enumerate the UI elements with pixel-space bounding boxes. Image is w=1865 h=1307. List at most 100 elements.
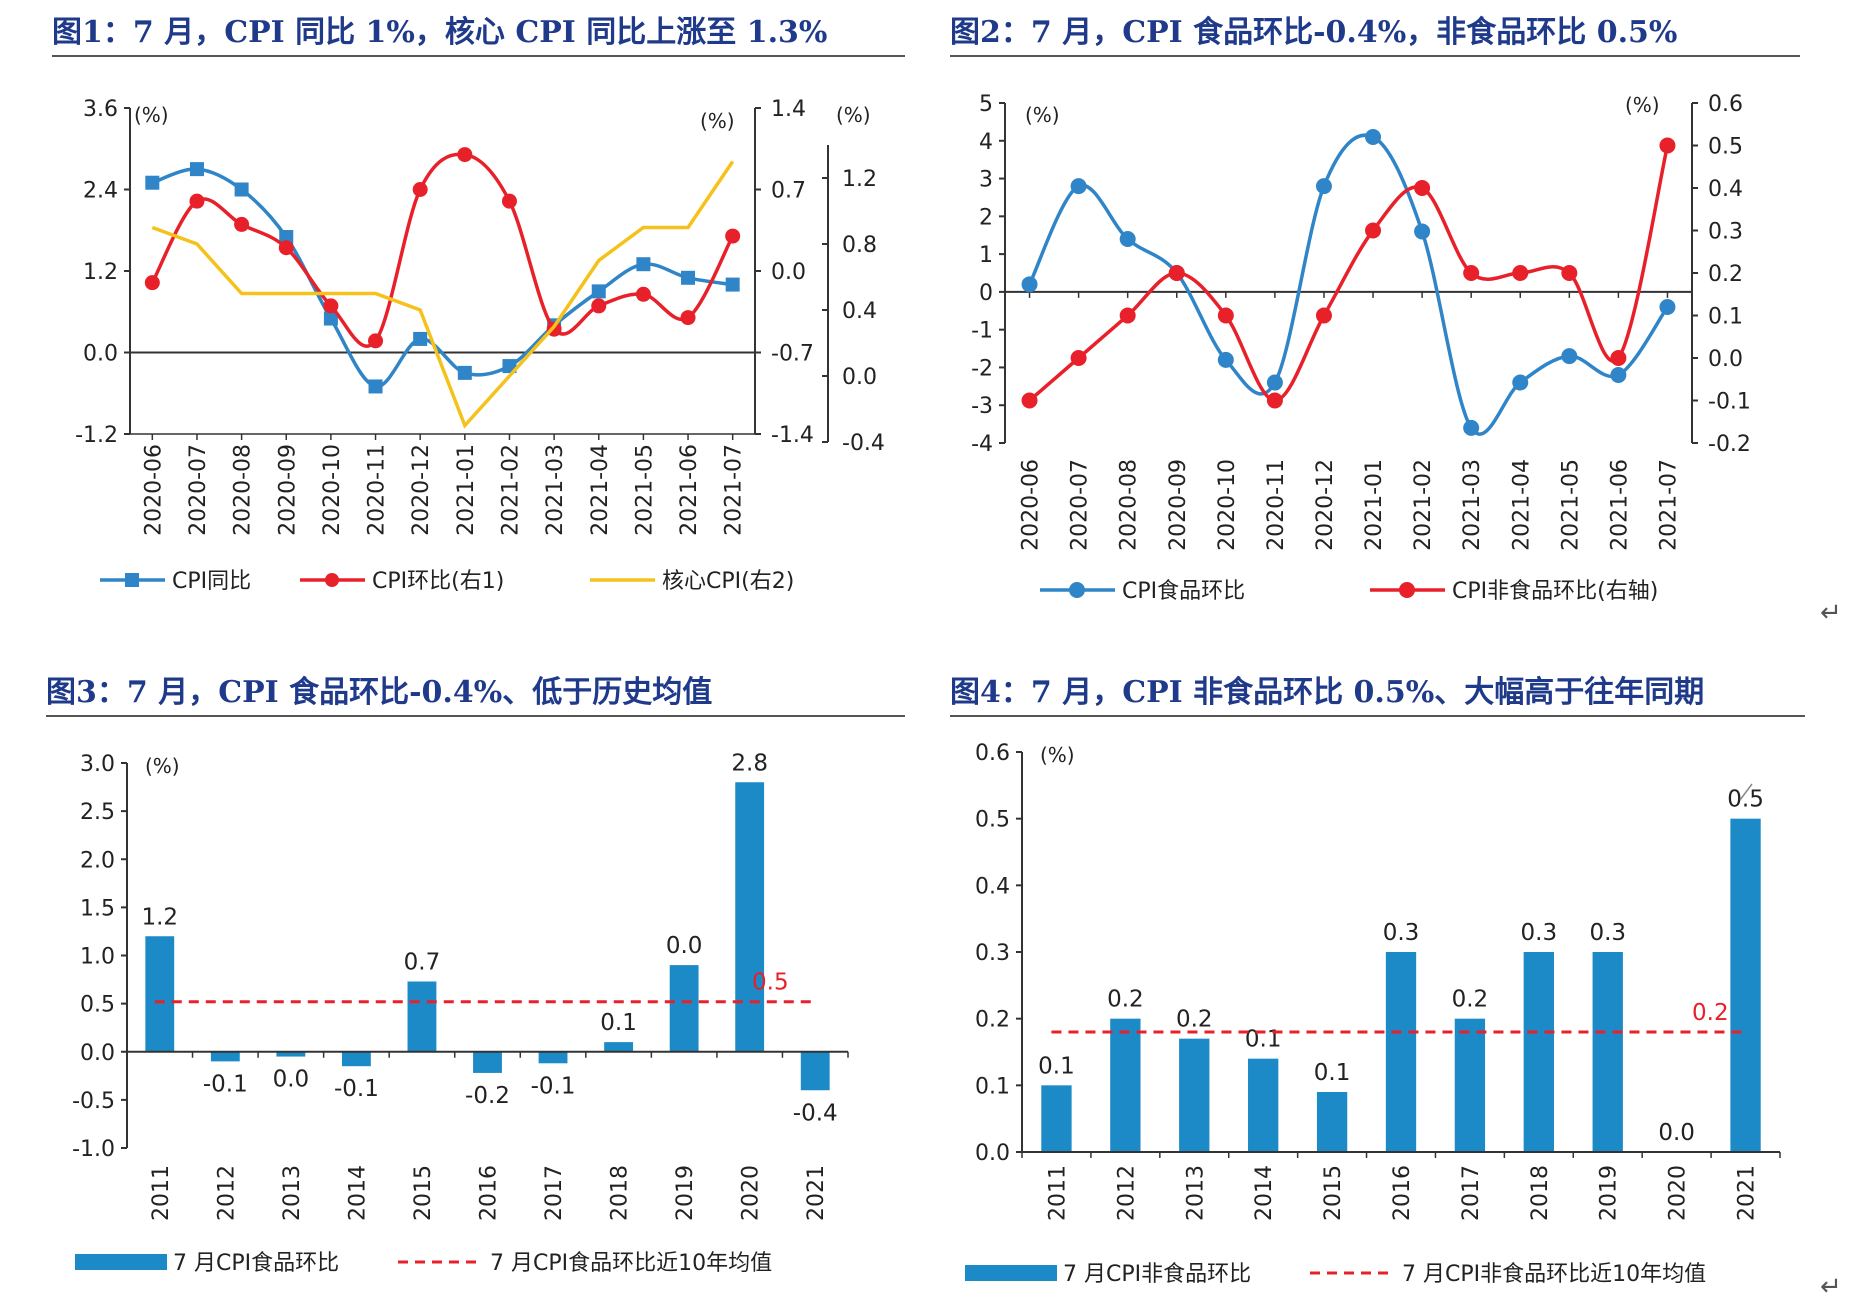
chart-2-point-0 <box>1561 348 1578 365</box>
chart-2-unit-right: (%) <box>1625 93 1660 117</box>
chart-4-x-tick-label: 2011 <box>1045 1165 1070 1221</box>
chart-4-bar <box>1592 952 1623 1152</box>
chart-3-legend-label: 7 月CPI食品环比 <box>173 1251 339 1276</box>
chart-2-right-tick-label: 0.3 <box>1708 220 1743 245</box>
chart-3-y-tick-label: 2.5 <box>80 800 115 825</box>
chart-3-bar-label: -0.2 <box>465 1083 510 1109</box>
chart-2-title: 图2：7 月，CPI 食品环比-0.4%，非食品环比 0.5% <box>950 15 1677 50</box>
chart-2-left-tick-label: 4 <box>979 130 993 155</box>
chart-1-x-tick-label: 2020-11 <box>365 444 390 536</box>
chart-1-x-tick-label: 2021-05 <box>632 444 657 536</box>
chart-2-left-tick-label: 1 <box>979 243 993 268</box>
chart-2-series-line-1 <box>1028 145 1670 403</box>
chart-3-x-tick-label: 2017 <box>542 1165 567 1221</box>
chart-1-right1-tick-label: -1.4 <box>771 423 814 448</box>
chart-2-point-0 <box>1414 223 1431 240</box>
chart-2-x-tick-label: 2020-11 <box>1264 459 1289 551</box>
chart-3-title: 图3：7 月，CPI 食品环比-0.4%、低于历史均值 <box>46 675 712 710</box>
chart-4-mean-label: 0.2 <box>1692 1000 1729 1026</box>
chart-1-left-tick-label: 1.2 <box>83 260 118 285</box>
chart-2-legend-label: CPI非食品环比(右轴) <box>1452 579 1658 604</box>
chart-3-unit: (%) <box>145 754 180 778</box>
chart-4-y-tick-label: 0.4 <box>975 874 1010 899</box>
chart-2-point-0 <box>1659 299 1676 315</box>
chart-2-point-1 <box>1365 222 1382 239</box>
chart-1-series-line-0 <box>151 167 733 389</box>
chart-3-bar-label: 0.7 <box>404 949 441 975</box>
chart-2-point-0 <box>1119 231 1136 247</box>
chart-1-point-0 <box>234 182 249 197</box>
chart-2-series-line-0 <box>1027 133 1669 436</box>
chart-3-x-tick-label: 2014 <box>345 1165 370 1221</box>
chart-1-point-1 <box>278 240 294 256</box>
chart-4-legend-label: 7 月CPI非食品环比 <box>1063 1262 1251 1287</box>
chart-4-x-tick-label: 2013 <box>1183 1165 1208 1221</box>
chart-2-point-1 <box>1315 307 1332 324</box>
chart-1-x-tick-label: 2020-08 <box>231 444 256 536</box>
chart-1-point-0 <box>591 284 606 299</box>
chart-2-point-0 <box>1021 276 1038 293</box>
chart-2-right-tick-label: 0.2 <box>1708 262 1743 287</box>
chart-1-right2-tick-label: 0.4 <box>842 299 877 324</box>
chart-2-point-1 <box>1070 350 1087 366</box>
chart-3-y-tick-label: 0.5 <box>80 993 115 1018</box>
chart-1-left-tick-label: 2.4 <box>83 179 118 204</box>
chart-2-x-tick-label: 2021-06 <box>1607 459 1632 551</box>
chart-4-bar <box>1110 1018 1141 1152</box>
chart-1-point-0 <box>457 365 472 380</box>
chart-3-x-tick-label: 2020 <box>739 1165 764 1221</box>
chart-3-bar <box>538 1051 568 1064</box>
chart-1-x-tick-label: 2020-09 <box>275 444 300 536</box>
chart-3-bar <box>604 1042 634 1052</box>
chart-1-x-tick-label: 2021-02 <box>498 444 523 536</box>
chart-1-point-0 <box>681 270 696 285</box>
chart-2-x-tick-label: 2021-04 <box>1509 459 1534 551</box>
chart-2-point-0 <box>1217 351 1234 368</box>
chart-2-right-tick-label: 0.1 <box>1708 305 1743 330</box>
chart-2-point-1 <box>1217 307 1234 324</box>
chart-2-point-0 <box>1610 367 1627 383</box>
chart-3-bar <box>473 1051 502 1073</box>
chart-4-bar <box>1179 1038 1210 1152</box>
chart-2-point-0 <box>1266 374 1283 391</box>
chart-3-x-tick-label: 2016 <box>477 1165 502 1221</box>
chart-2-left-tick-label: -4 <box>971 432 993 457</box>
chart-3-bar-label: 0.0 <box>666 933 703 959</box>
chart-1-x-tick-label: 2020-06 <box>141 444 166 536</box>
chart-1-legend-label: 核心CPI(右2) <box>662 569 794 594</box>
chart-3-bar-label: -0.1 <box>203 1071 248 1097</box>
chart-2-point-1 <box>1266 392 1283 409</box>
chart-3-legend-mean-label: 7 月CPI食品环比近10年均值 <box>490 1251 772 1276</box>
chart-1-point-1 <box>234 216 250 232</box>
chart-3-bar <box>210 1051 240 1062</box>
chart-4-bar-label: 0.3 <box>1521 920 1558 946</box>
chart-4-legend-mean-label: 7 月CPI非食品环比近10年均值 <box>1402 1262 1706 1287</box>
chart-1-point-0 <box>368 379 383 394</box>
chart-1-right1-tick-label: 0.0 <box>771 260 806 285</box>
chart-2: -4 -3 -2 -1 0 1 2 3 4 5 -0.2 -0.1 0.0 0.1 0.2 0.3 0.4 0.5… <box>971 92 1751 604</box>
chart-4-bar <box>1385 952 1417 1152</box>
chart-1: -1.2 0.0 1.2 2.4 3.6 -1.4 -0.7 0.0 0.7 1.4 -0.4 0.0… <box>75 97 885 594</box>
chart-1-point-1 <box>144 275 160 291</box>
chart-1-point-1 <box>457 147 473 163</box>
chart-3-y-tick-label: 0.0 <box>80 1041 115 1066</box>
chart-4-y-tick-label: 0.1 <box>975 1074 1010 1099</box>
chart-1-right2-tick-label: 0.0 <box>842 365 877 390</box>
chart-3-bar-label: 0.0 <box>273 1067 310 1093</box>
chart-2-point-1 <box>1021 392 1038 409</box>
chart-3-x-tick-label: 2012 <box>214 1165 239 1221</box>
chart-1-left-tick-label: 3.6 <box>83 97 118 122</box>
chart-2-point-1 <box>1610 350 1627 366</box>
chart-2-x-tick-label: 2021-03 <box>1460 459 1485 551</box>
chart-2-x-tick-label: 2020-07 <box>1068 459 1093 551</box>
chart-4-bar <box>1523 952 1554 1152</box>
chart-3-y-tick-label: 1.0 <box>80 945 115 970</box>
chart-1-point-0 <box>725 277 740 292</box>
chart-2-unit-left: (%) <box>1025 103 1060 127</box>
chart-3-bar <box>341 1051 371 1067</box>
chart-3-legend-bar <box>75 1254 167 1270</box>
chart-2-x-tick-label: 2020-12 <box>1313 459 1338 551</box>
chart-3-y-tick-label: 1.5 <box>80 896 115 921</box>
chart-2-x-tick-label: 2020-08 <box>1117 459 1142 551</box>
chart-2-right-tick-label: 0.5 <box>1708 135 1743 160</box>
